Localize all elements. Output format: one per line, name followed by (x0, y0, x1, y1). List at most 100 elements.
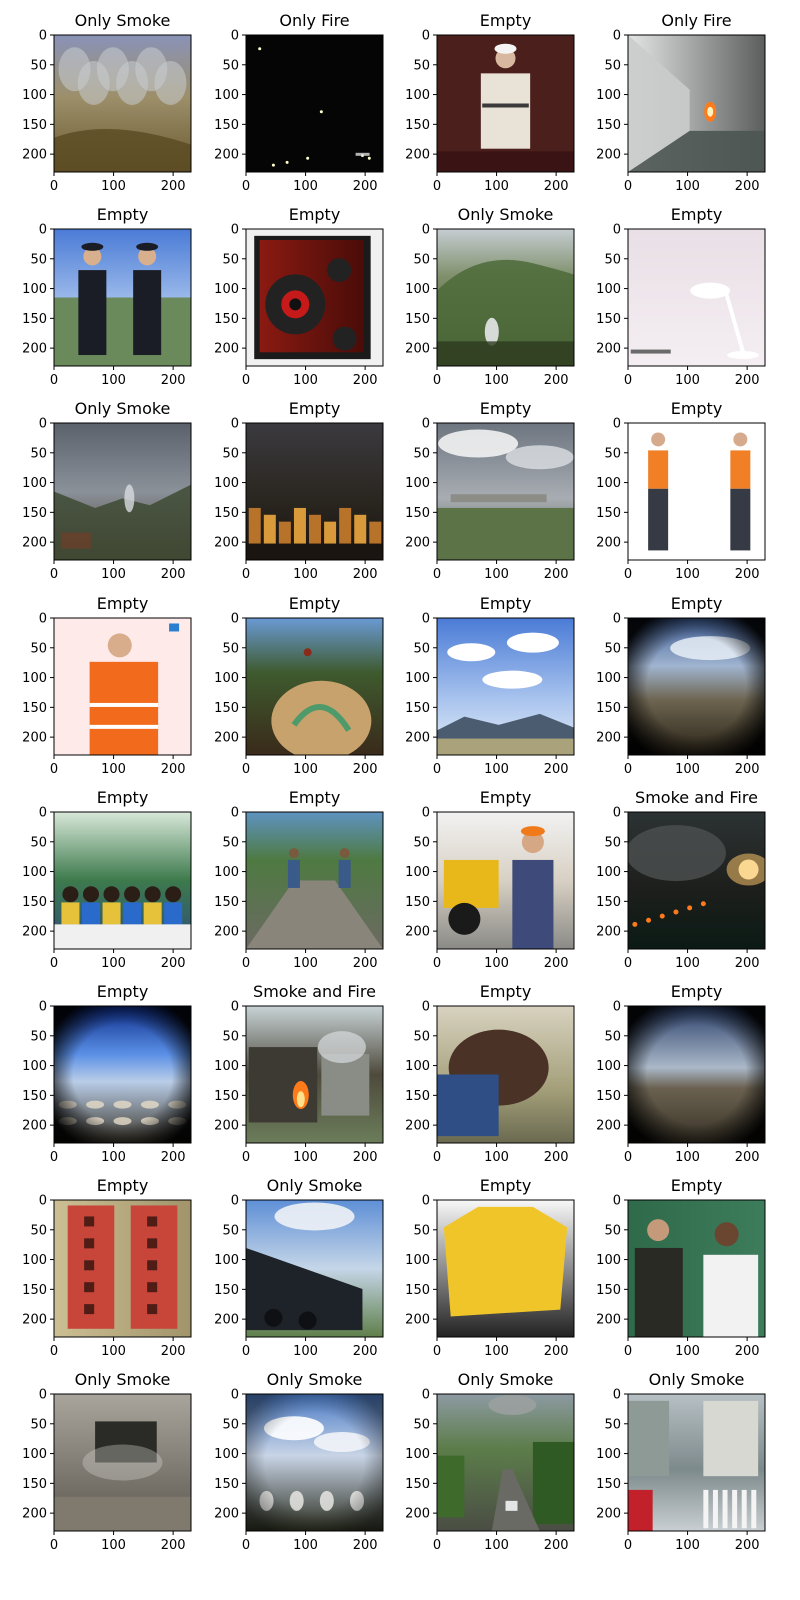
x-tick-label: 100 (675, 567, 700, 582)
x-tick-label: 0 (433, 1538, 441, 1553)
x-tick-label: 100 (101, 1150, 126, 1165)
y-tick-label: 50 (222, 641, 239, 656)
subplot-image (246, 1006, 383, 1143)
y-tick-label: 200 (22, 342, 47, 357)
subplot-green-hills-smoke-road: Only Smoke 0 100 200 0 50 100 150 200 (405, 1370, 575, 1553)
subplot-image (54, 423, 191, 560)
y-tick-label: 50 (30, 641, 47, 656)
subplot-valley-overcast-smoke: Only Smoke 0 100 200 0 50 100 150 200 (22, 399, 192, 582)
x-tick-label: 100 (293, 1344, 318, 1359)
subplot-title: Empty (97, 982, 149, 1001)
y-tick-label: 0 (231, 1388, 239, 1403)
y-tick-label: 200 (405, 148, 430, 163)
y-tick-label: 150 (596, 1283, 621, 1298)
y-tick-label: 50 (30, 252, 47, 267)
y-tick-label: 150 (405, 1477, 430, 1492)
subplot-image (246, 1394, 383, 1531)
y-tick-label: 50 (413, 835, 430, 850)
y-tick-label: 100 (214, 865, 239, 880)
x-tick-label: 100 (484, 179, 509, 194)
y-tick-label: 0 (422, 1000, 430, 1015)
subplot-two-men-orange-vests: Empty 0 100 200 0 50 100 150 200 (596, 399, 766, 582)
subplot-title: Empty (480, 11, 532, 30)
subplot-title: Empty (480, 1176, 532, 1195)
subplot-wildfire-sunset: Smoke and Fire 0 100 200 0 50 100 150 200 (596, 788, 766, 971)
y-tick-label: 150 (596, 1477, 621, 1492)
y-tick-label: 50 (30, 835, 47, 850)
subplot-title: Empty (289, 399, 341, 418)
x-tick-label: 0 (433, 1150, 441, 1165)
x-tick-label: 100 (675, 762, 700, 777)
subplot-rider-painted-rock: Empty 0 100 200 0 50 100 150 200 (214, 594, 384, 777)
y-tick-label: 150 (405, 312, 430, 327)
y-tick-label: 200 (596, 1507, 621, 1522)
y-tick-label: 150 (596, 895, 621, 910)
axes-frame (245, 228, 384, 367)
subplot-red-speaker-box: Empty 0 100 200 0 50 100 150 200 (214, 205, 384, 388)
x-tick-label: 200 (353, 1538, 378, 1553)
y-tick-label: 150 (405, 1283, 430, 1298)
axes-frame (436, 1199, 575, 1338)
x-tick-label: 0 (50, 373, 58, 388)
subplot-image (54, 1006, 191, 1143)
y-tick-label: 0 (422, 223, 430, 238)
x-tick-label: 0 (242, 956, 250, 971)
subplot-image (246, 618, 383, 755)
y-tick-label: 100 (214, 1059, 239, 1074)
x-tick-label: 0 (50, 1150, 58, 1165)
y-tick-label: 200 (596, 1119, 621, 1134)
y-tick-label: 100 (405, 1447, 430, 1462)
x-tick-label: 200 (735, 179, 760, 194)
y-tick-label: 100 (405, 671, 430, 686)
y-tick-label: 200 (405, 342, 430, 357)
axes-frame (436, 228, 575, 367)
y-tick-label: 200 (214, 1119, 239, 1134)
y-tick-label: 200 (596, 148, 621, 163)
y-tick-label: 150 (214, 701, 239, 716)
x-tick-label: 200 (735, 1344, 760, 1359)
subplot-man-excavator: Empty 0 100 200 0 50 100 150 200 (405, 788, 575, 971)
y-tick-label: 150 (22, 701, 47, 716)
subplot-fisheye-hill-view: Empty 0 100 200 0 50 100 150 200 (596, 594, 766, 777)
axes-frame (627, 1199, 766, 1338)
y-tick-label: 0 (613, 1194, 621, 1209)
y-tick-label: 100 (22, 671, 47, 686)
axes-frame (627, 1393, 766, 1532)
y-tick-label: 150 (405, 701, 430, 716)
x-tick-label: 0 (433, 373, 441, 388)
x-tick-label: 200 (544, 567, 569, 582)
y-tick-label: 150 (22, 506, 47, 521)
subplot-image (54, 1394, 191, 1531)
axes-frame (436, 1005, 575, 1144)
axes-frame (436, 617, 575, 756)
x-tick-label: 0 (433, 956, 441, 971)
y-tick-label: 50 (30, 1029, 47, 1044)
subplot-image (628, 812, 765, 949)
axes-frame (627, 228, 766, 367)
subplot-image (246, 812, 383, 949)
y-tick-label: 150 (22, 1089, 47, 1104)
axes-frame (53, 34, 192, 173)
subplot-title: Only Smoke (75, 11, 171, 30)
subplot-image (246, 229, 383, 366)
x-tick-label: 200 (161, 567, 186, 582)
y-tick-label: 150 (596, 312, 621, 327)
subplot-title: Empty (289, 205, 341, 224)
x-tick-label: 200 (353, 567, 378, 582)
y-tick-label: 150 (214, 1477, 239, 1492)
y-tick-label: 200 (405, 1313, 430, 1328)
y-tick-label: 0 (39, 1388, 47, 1403)
y-tick-label: 100 (22, 1059, 47, 1074)
y-tick-label: 150 (596, 701, 621, 716)
y-tick-label: 0 (613, 417, 621, 432)
y-tick-label: 100 (214, 1447, 239, 1462)
x-tick-label: 0 (433, 567, 441, 582)
y-tick-label: 200 (214, 342, 239, 357)
y-tick-label: 0 (422, 1388, 430, 1403)
x-tick-label: 0 (50, 179, 58, 194)
y-tick-label: 150 (405, 118, 430, 133)
y-tick-label: 100 (214, 671, 239, 686)
y-tick-label: 0 (422, 806, 430, 821)
x-tick-label: 100 (675, 373, 700, 388)
